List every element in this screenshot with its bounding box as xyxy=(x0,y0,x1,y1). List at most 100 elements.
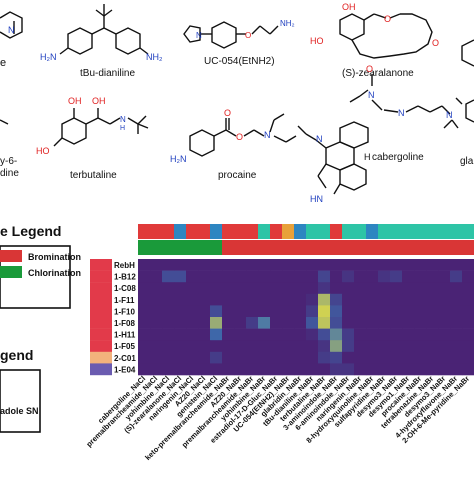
heatmap-cell xyxy=(354,317,367,329)
heatmap-cell xyxy=(462,340,474,353)
heatmap-cell xyxy=(390,363,403,376)
enzyme-legend-item: adole SN xyxy=(0,406,39,416)
heatmap-cell xyxy=(186,282,199,295)
heatmap-cell xyxy=(318,259,331,271)
heatmap-cell xyxy=(318,270,331,283)
heatmap-cell xyxy=(222,363,235,376)
heatmap-cell xyxy=(162,363,175,376)
column-band-enzyme xyxy=(354,224,367,239)
heatmap-cell xyxy=(294,293,307,306)
heatmap-cell xyxy=(234,293,247,306)
heatmap-cell xyxy=(282,270,295,283)
heatmap-cell xyxy=(438,259,451,271)
heatmap-cell xyxy=(258,259,271,271)
column-band-enzyme xyxy=(186,224,199,239)
heatmap-cell xyxy=(210,351,223,364)
heatmap-cell xyxy=(306,259,319,271)
heatmap-cell xyxy=(330,293,343,306)
cabergoline-n-amide: N xyxy=(368,90,375,100)
heatmap-cell xyxy=(318,282,331,295)
heatmap: RebH 1-B12 1-C08 1-F11 1-F10 1-F08 1-H11 1-F05 2… xyxy=(84,224,474,462)
heatmap-cell xyxy=(390,340,403,353)
heatmap-cell xyxy=(186,328,199,341)
heatmap-cell xyxy=(246,363,259,376)
column-band-enzyme xyxy=(414,224,427,239)
chlorination-label: Chlorination xyxy=(28,268,81,278)
heatmap-cell xyxy=(294,305,307,318)
heatmap-cell xyxy=(450,270,463,283)
heatmap-cell xyxy=(438,351,451,364)
heatmap-cell xyxy=(414,328,427,341)
column-band-reaction xyxy=(246,240,259,255)
heatmap-cell xyxy=(366,293,379,306)
heatmap-cell xyxy=(174,351,187,364)
terbutaline-h-label: H xyxy=(120,125,125,132)
chlorination-swatch xyxy=(0,266,22,278)
column-band-reaction xyxy=(342,240,355,255)
heatmap-cell xyxy=(246,340,259,353)
heatmap-cell xyxy=(414,317,427,329)
heatmap-cell xyxy=(462,293,474,306)
column-band-enzyme xyxy=(174,224,187,239)
column-band-reaction xyxy=(438,240,451,255)
heatmap-cell xyxy=(306,305,319,318)
enzyme-legend-title: gend xyxy=(0,347,33,363)
heatmap-cell xyxy=(390,293,403,306)
heatmap-cell xyxy=(330,328,343,341)
column-band-enzyme xyxy=(162,224,175,239)
heatmap-cell xyxy=(210,293,223,306)
heatmap-cell xyxy=(210,328,223,341)
heatmap-cell xyxy=(426,340,439,353)
heatmap-cell xyxy=(342,363,355,376)
heatmap-cell xyxy=(138,328,151,341)
row-group-swatch xyxy=(90,351,112,364)
column-band-reaction xyxy=(402,240,415,255)
heatmap-cell xyxy=(342,317,355,329)
column-band-reaction xyxy=(330,240,343,255)
heatmap-cell xyxy=(282,282,295,295)
heatmap-cell xyxy=(294,363,307,376)
heatmap-cell xyxy=(258,340,271,353)
heatmap-cell xyxy=(222,340,235,353)
heatmap-cell xyxy=(366,328,379,341)
heatmap-cell xyxy=(234,305,247,318)
heatmap-cell xyxy=(378,351,391,364)
heatmap-cell xyxy=(306,340,319,353)
heatmap-cell xyxy=(426,363,439,376)
heatmap-cell xyxy=(162,259,175,271)
heatmap-cell xyxy=(270,270,283,283)
heatmap-cell xyxy=(246,328,259,341)
molecule-procaine xyxy=(189,113,297,157)
row-label: 2-C01 xyxy=(114,354,136,363)
row-label: RebH xyxy=(114,261,135,270)
terbutaline-oh-top: OH xyxy=(68,96,82,106)
terbutaline-nh-label: N xyxy=(120,115,126,124)
column-band-enzyme xyxy=(258,224,271,239)
heatmap-cell xyxy=(450,363,463,376)
column-band-reaction xyxy=(222,240,235,255)
row-label: 1-F10 xyxy=(114,307,135,316)
heatmap-cell xyxy=(318,363,331,376)
heatmap-cell xyxy=(330,363,343,376)
heatmap-cell xyxy=(438,305,451,318)
heatmap-cell xyxy=(342,259,355,271)
heatmap-cell xyxy=(450,340,463,353)
heatmap-cell xyxy=(462,282,474,295)
heatmap-cell xyxy=(150,340,163,353)
heatmap-cell xyxy=(198,305,211,318)
heatmap-cell xyxy=(378,317,391,329)
heatmap-cell xyxy=(150,270,163,283)
heatmap-cell xyxy=(450,259,463,271)
heatmap-cell xyxy=(318,293,331,306)
tbu-right-nh2: NH₂ xyxy=(146,52,163,62)
heatmap-cell xyxy=(174,328,187,341)
heatmap-cell xyxy=(330,259,343,271)
heatmap-cell xyxy=(426,305,439,318)
row-group-swatch xyxy=(90,363,112,376)
column-band-enzyme xyxy=(438,224,451,239)
molecule-name-cabergoline: cabergoline xyxy=(372,152,424,163)
column-band-enzyme xyxy=(390,224,403,239)
heatmap-cell xyxy=(186,351,199,364)
heatmap-cell xyxy=(402,305,415,318)
